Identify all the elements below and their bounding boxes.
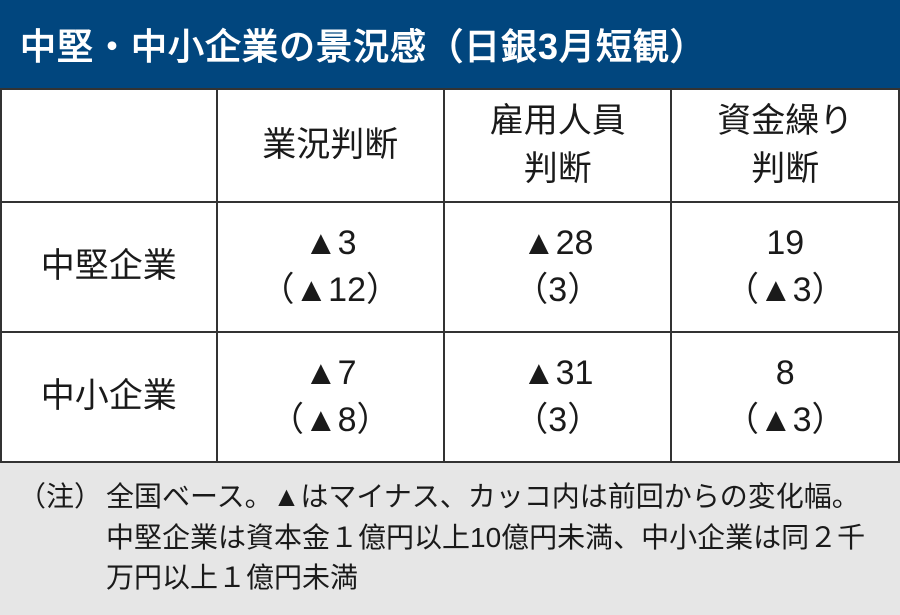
column-header-row: 業況判断 雇用人員判断 資金繰り判断 [1, 89, 899, 202]
col-header-3: 資金繰り判断 [671, 89, 899, 202]
cell-value-sub: （▲3） [676, 267, 894, 315]
cell-r2c3: 8 （▲3） [671, 332, 899, 462]
footnote-text: 全国ベース。▲はマイナス、カッコ内は前回からの変化幅。中堅企業は資本金１億円以上… [106, 477, 882, 599]
table-row: 中小企業 ▲7 （▲8） ▲31 （3） 8 （▲3） [1, 332, 899, 462]
col-header-2: 雇用人員判断 [444, 89, 671, 202]
cell-r1c1: ▲3 （▲12） [217, 202, 444, 332]
table-title: 中堅・中小企業の景況感（日銀3月短観） [0, 0, 900, 88]
table-row: 中堅企業 ▲3 （▲12） ▲28 （3） 19 （▲3） [1, 202, 899, 332]
row-label-1: 中堅企業 [1, 202, 217, 332]
empty-header-cell [1, 89, 217, 202]
cell-value-sub: （▲3） [676, 397, 894, 445]
data-table: 業況判断 雇用人員判断 資金繰り判断 中堅企業 ▲3 （▲12） ▲28 （3）… [0, 88, 900, 463]
cell-value-main: ▲28 [449, 220, 666, 268]
table-container: 中堅・中小企業の景況感（日銀3月短観） 業況判断 雇用人員判断 資金繰り判断 中… [0, 0, 900, 580]
cell-value-sub: （▲12） [222, 267, 439, 315]
cell-value-main: ▲7 [222, 350, 439, 398]
cell-value-main: 19 [676, 220, 894, 268]
cell-r2c1: ▲7 （▲8） [217, 332, 444, 462]
cell-value-sub: （3） [449, 267, 666, 315]
cell-r2c2: ▲31 （3） [444, 332, 671, 462]
cell-r1c3: 19 （▲3） [671, 202, 899, 332]
footnote-label: （注） [18, 477, 102, 518]
cell-value-main: 8 [676, 350, 894, 398]
footnote: （注） 全国ベース。▲はマイナス、カッコ内は前回からの変化幅。中堅企業は資本金１… [0, 463, 900, 615]
cell-r1c2: ▲28 （3） [444, 202, 671, 332]
cell-value-sub: （3） [449, 397, 666, 445]
cell-value-main: ▲3 [222, 220, 439, 268]
cell-value-main: ▲31 [449, 350, 666, 398]
row-label-2: 中小企業 [1, 332, 217, 462]
cell-value-sub: （▲8） [222, 397, 439, 445]
col-header-1: 業況判断 [217, 89, 444, 202]
